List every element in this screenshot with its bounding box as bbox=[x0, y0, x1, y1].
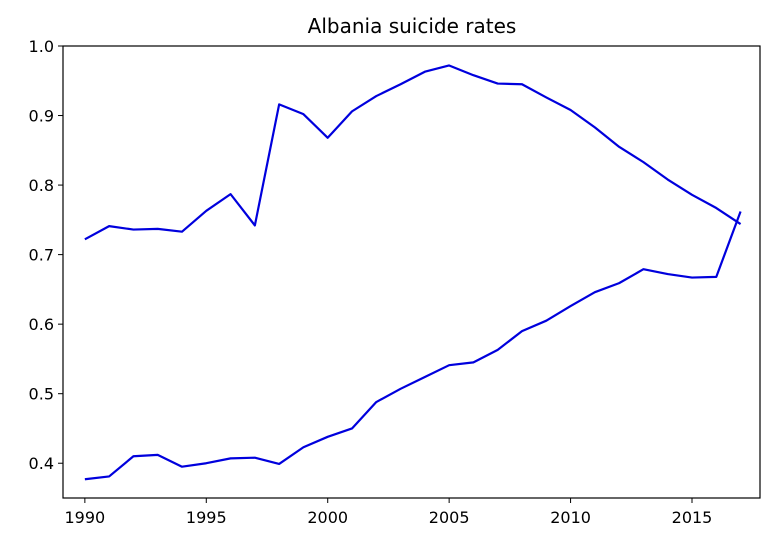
y-tick-label: 0.6 bbox=[29, 315, 54, 334]
x-tick-label: 2015 bbox=[672, 508, 713, 527]
y-tick-label: 0.8 bbox=[29, 176, 54, 195]
chart-title: Albania suicide rates bbox=[308, 14, 517, 38]
y-tick-label: 0.7 bbox=[29, 246, 54, 265]
x-tick-label: 1990 bbox=[64, 508, 105, 527]
x-tick-label: 2000 bbox=[307, 508, 348, 527]
plot-area-frame bbox=[62, 45, 761, 499]
x-tick-label: 2010 bbox=[550, 508, 591, 527]
x-tick-label: 2005 bbox=[429, 508, 470, 527]
y-tick-label: 0.9 bbox=[29, 107, 54, 126]
series-line-2 bbox=[84, 211, 742, 481]
x-tick-label: 1995 bbox=[186, 508, 227, 527]
y-tick-label: 0.5 bbox=[29, 385, 54, 404]
y-tick-label: 0.4 bbox=[29, 454, 54, 473]
series-line-1 bbox=[84, 64, 742, 241]
y-tick-label: 1.0 bbox=[29, 37, 54, 56]
